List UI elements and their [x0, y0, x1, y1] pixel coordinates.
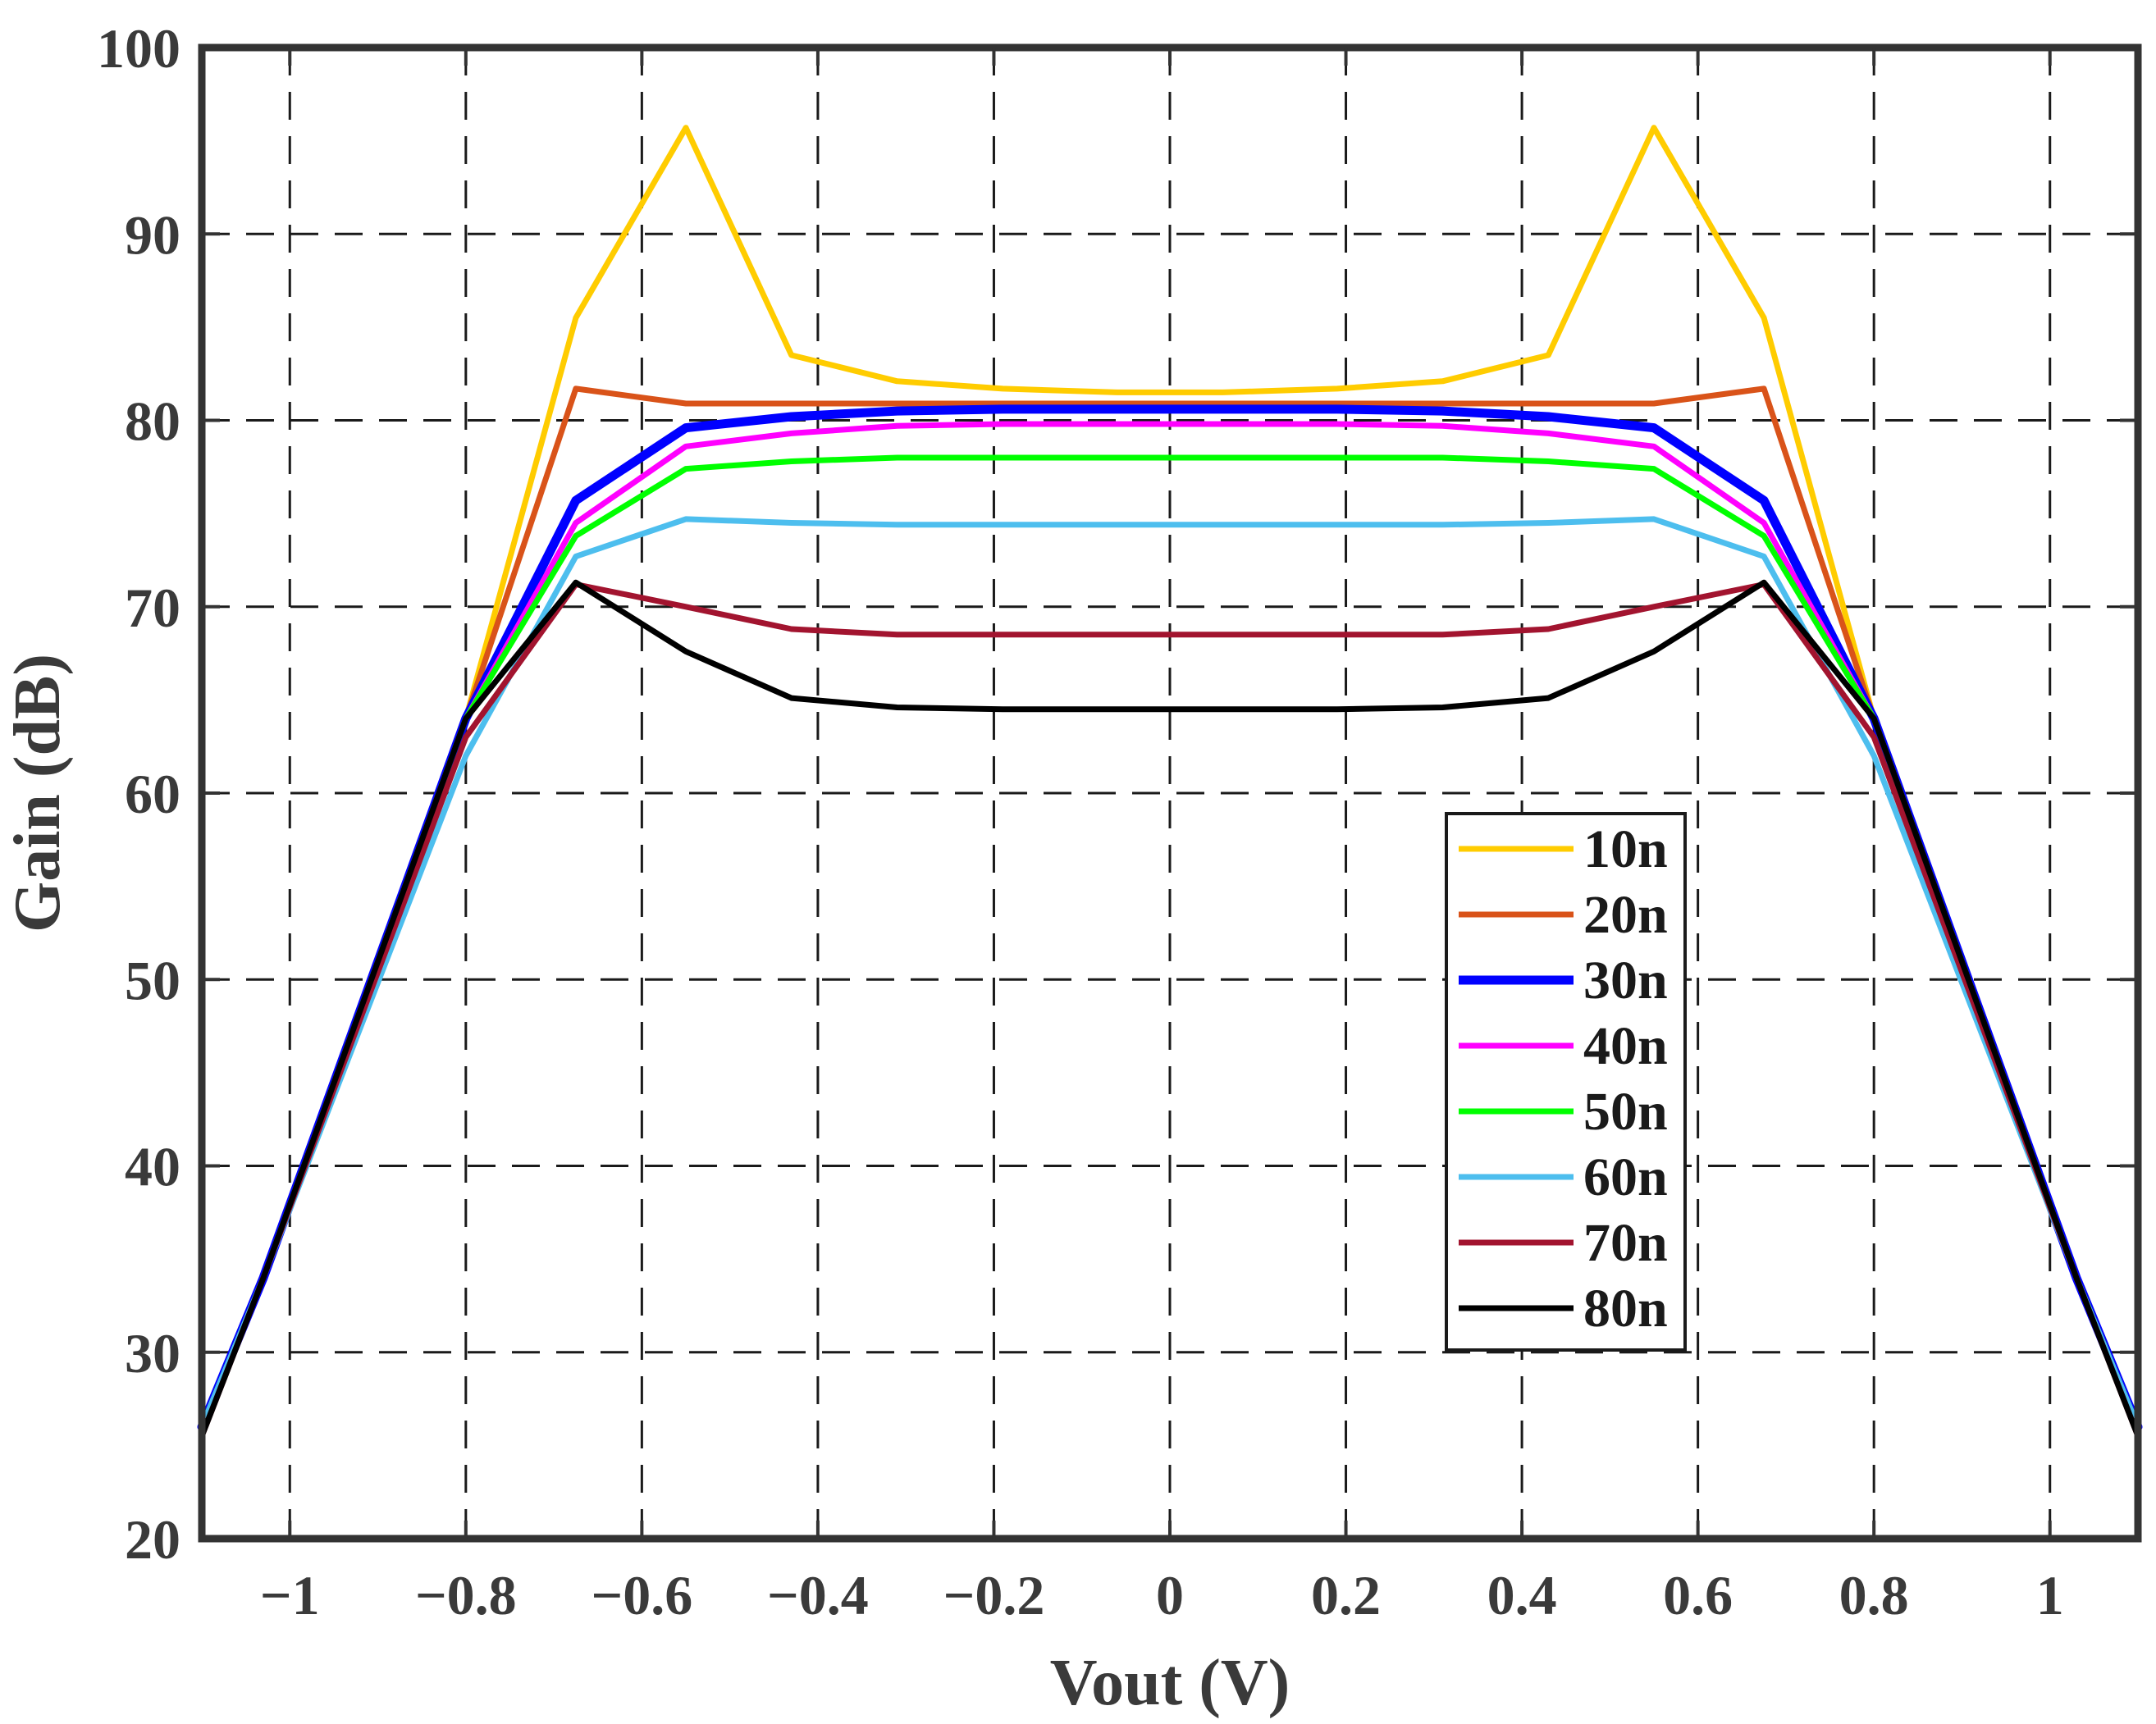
- data-series: [197, 125, 2143, 1439]
- series-line-40n: [199, 421, 2141, 1430]
- legend-box: [1445, 812, 1687, 1352]
- series-line-50n: [199, 454, 2141, 1430]
- legend-label-80n: 80n: [1583, 1279, 1668, 1339]
- x-tick-label: 0.4: [1487, 1564, 1557, 1626]
- series-line-60n: [199, 516, 2141, 1430]
- y-tick-label: 70: [125, 577, 180, 639]
- x-tick-label: −1: [260, 1564, 320, 1626]
- x-tick-label: 1: [2036, 1564, 2064, 1626]
- y-tick-label: 60: [125, 763, 180, 825]
- series-line-30n: [197, 404, 2143, 1432]
- y-tick-label: 50: [125, 949, 180, 1011]
- y-tick-label: 100: [97, 17, 180, 80]
- series-line-20n: [199, 385, 2141, 1430]
- y-tick-label: 90: [125, 203, 180, 266]
- x-tick-label: 0: [1156, 1564, 1184, 1626]
- y-axis-tick-labels: 20 30 40 50 60 70 80 90 100: [97, 17, 180, 1571]
- axis-ticks: [202, 46, 2138, 1540]
- x-axis-title: Vout (V): [1050, 1647, 1290, 1719]
- legend-label-10n: 10n: [1583, 819, 1668, 879]
- y-axis-title: Gain (dB): [2, 654, 74, 933]
- series-line-80n: [199, 579, 2141, 1439]
- x-tick-label: −0.8: [415, 1564, 517, 1626]
- y-tick-label: 30: [125, 1322, 180, 1384]
- legend-label-20n: 20n: [1583, 885, 1668, 945]
- x-tick-label: 0.6: [1663, 1564, 1733, 1626]
- legend-label-40n: 40n: [1583, 1016, 1668, 1076]
- x-tick-label: 0.8: [1839, 1564, 1909, 1626]
- y-tick-label: 80: [125, 390, 180, 453]
- x-tick-label: 0.2: [1311, 1564, 1381, 1626]
- x-tick-label: −0.4: [767, 1564, 869, 1626]
- x-tick-label: −0.2: [943, 1564, 1045, 1626]
- x-axis-tick-labels: −1 −0.8 −0.6 −0.4 −0.2 0 0.2 0.4 0.6 0.8 1: [260, 1564, 2064, 1626]
- legend-label-60n: 60n: [1583, 1147, 1668, 1207]
- legend-label-50n: 50n: [1583, 1082, 1668, 1142]
- y-tick-label: 40: [125, 1136, 180, 1198]
- series-line-70n: [199, 582, 2141, 1439]
- legend-label-70n: 70n: [1583, 1213, 1668, 1273]
- legend-label-30n: 30n: [1583, 951, 1668, 1010]
- y-tick-label: 20: [125, 1508, 180, 1571]
- x-tick-label: −0.6: [591, 1564, 692, 1626]
- series-line-10n: [199, 125, 2141, 1430]
